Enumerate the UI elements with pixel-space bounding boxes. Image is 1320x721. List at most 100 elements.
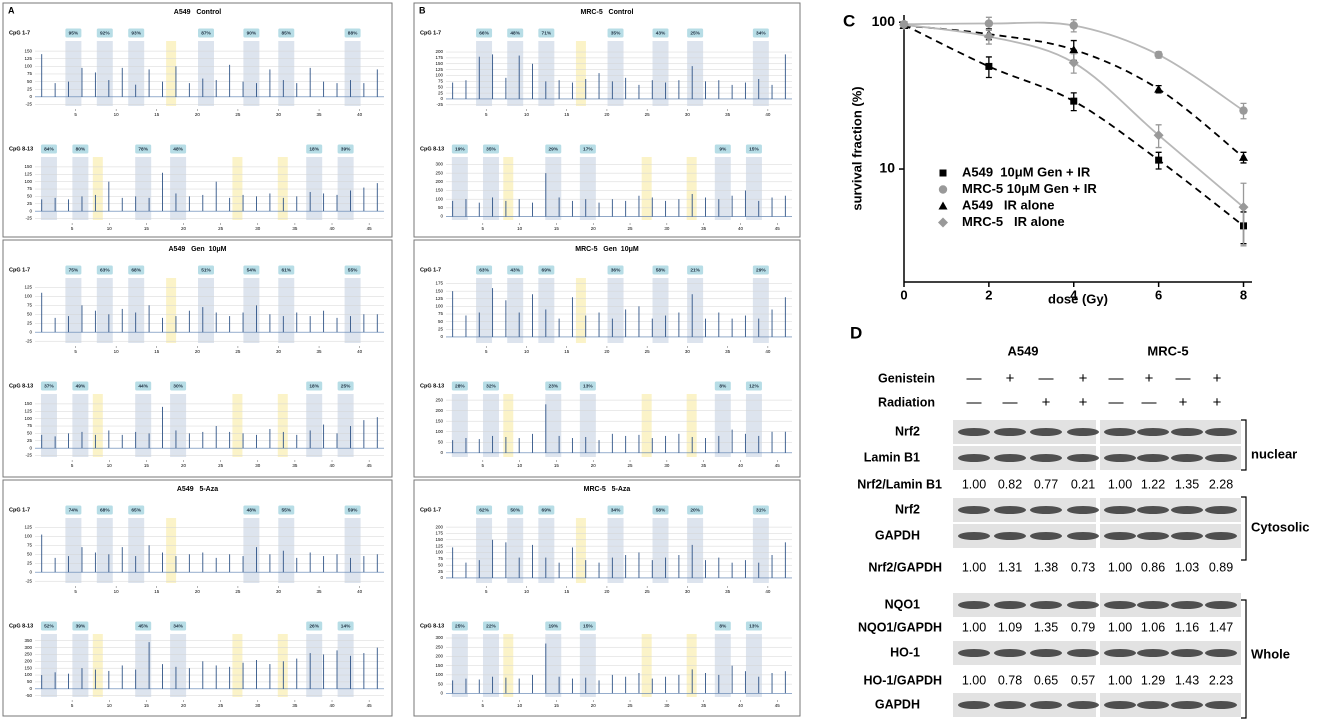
control-column xyxy=(277,157,288,220)
control-column xyxy=(232,157,243,220)
x-tick-label: 45 xyxy=(367,703,373,708)
percent-box xyxy=(652,265,669,275)
blot-band xyxy=(1205,701,1237,709)
blot-band xyxy=(994,532,1026,540)
percent-label: 32% xyxy=(486,383,496,389)
percent-label: 14% xyxy=(341,623,351,629)
x-tick-label: 45 xyxy=(367,463,373,468)
ratio-value: 0.82 xyxy=(998,477,1022,491)
y-tick-label: 0 xyxy=(440,334,443,339)
x-tick-label: 45 xyxy=(775,463,781,468)
percent-label: 48% xyxy=(173,146,183,152)
x-tick-label: 10 xyxy=(517,226,523,231)
percent-label: 51% xyxy=(201,267,211,273)
percent-label: 43% xyxy=(510,267,520,273)
cpg-column xyxy=(482,157,499,220)
cpg-column xyxy=(752,518,769,583)
y-tick-label: 150 xyxy=(24,665,32,670)
percent-label: 43% xyxy=(656,30,666,36)
x-tick-label: 5 xyxy=(74,349,77,354)
x-tick-label: 30 xyxy=(664,226,670,231)
y-tick-label: -25 xyxy=(436,102,443,107)
x-tick-label: 10 xyxy=(114,349,120,354)
ratio-label: NQO1/GAPDH xyxy=(858,620,942,634)
percent-label: 31% xyxy=(756,507,766,513)
cpg-column xyxy=(198,41,215,106)
y-tick-label: 300 xyxy=(435,162,443,167)
x-tick-label: 40 xyxy=(738,703,744,708)
y-tick-label: 125 xyxy=(24,56,32,61)
group-bracket xyxy=(1241,599,1247,719)
cpg-column xyxy=(538,41,555,106)
block-title: A549 Gen 10μM xyxy=(169,246,227,253)
treatment-label: Radiation xyxy=(878,395,935,409)
percent-box xyxy=(687,28,704,38)
marker xyxy=(985,62,993,70)
percent-box xyxy=(278,505,295,515)
blot-band xyxy=(1030,532,1062,540)
x-tick-label: 20 xyxy=(195,112,201,117)
y-tick-label: 50 xyxy=(438,439,444,444)
x-tick-label: 0 xyxy=(900,287,907,302)
panel-box xyxy=(2,479,393,717)
x-tick-label: 25 xyxy=(235,112,241,117)
percent-box xyxy=(344,28,361,38)
x-tick-label: 10 xyxy=(107,703,113,708)
ratio-value: 1.00 xyxy=(1108,477,1132,491)
percent-box xyxy=(243,265,260,275)
percent-label: 61% xyxy=(281,267,291,273)
percent-box xyxy=(344,265,361,275)
y-tick-label: 250 xyxy=(435,644,443,649)
percent-label: 45% xyxy=(138,623,148,629)
y-tick-label: 250 xyxy=(24,652,32,657)
x-tick-label: 15 xyxy=(564,349,570,354)
blot-band xyxy=(1205,428,1237,436)
control-column xyxy=(641,394,652,457)
percent-box xyxy=(538,28,555,38)
x-tick-label: 5 xyxy=(482,703,485,708)
y-tick-label: 100 xyxy=(24,179,32,184)
marker xyxy=(938,201,948,210)
legend-label: MRC-5 10μM Gen + IR xyxy=(962,181,1097,196)
x-tick-label: 30 xyxy=(276,349,282,354)
marker xyxy=(983,31,994,42)
pyrogram-label: CpG 1-7 xyxy=(9,30,30,36)
x-tick-label: 40 xyxy=(357,589,363,594)
x-tick-label: 35 xyxy=(317,112,323,117)
x-tick-label: 10 xyxy=(524,349,530,354)
cpg-column xyxy=(337,394,354,457)
y-tick-label: 0 xyxy=(440,691,443,696)
treatment-sign: + xyxy=(1079,394,1088,411)
percent-box xyxy=(538,505,555,515)
blot-band xyxy=(1137,701,1169,709)
blot-band xyxy=(1171,506,1203,514)
pyrogram-label: CpG 1-7 xyxy=(420,267,441,273)
cpg-column xyxy=(451,394,468,457)
cpg-column xyxy=(538,518,555,583)
cpg-column xyxy=(714,394,731,457)
block-title: MRC-5 Gen 10μM xyxy=(575,246,639,253)
y-tick-label: 125 xyxy=(24,171,32,176)
cpg-column xyxy=(65,41,82,106)
percent-label: 39% xyxy=(76,623,86,629)
x-tick-label: 40 xyxy=(765,112,771,117)
ratio-value: 0.89 xyxy=(1209,560,1233,574)
percent-label: 66% xyxy=(479,30,489,36)
blot-band xyxy=(1104,649,1136,657)
percent-box xyxy=(72,144,89,154)
blot-band xyxy=(958,701,990,709)
group-bracket xyxy=(1241,496,1247,561)
blot-band xyxy=(1067,701,1099,709)
cpg-column xyxy=(128,41,145,106)
x-tick-label: 15 xyxy=(554,703,560,708)
marker xyxy=(1238,202,1249,213)
percent-label: 18% xyxy=(309,146,319,152)
y-tick-label: 150 xyxy=(435,288,443,293)
percent-box xyxy=(579,621,596,631)
marker xyxy=(899,19,909,30)
x-tick-label: 30 xyxy=(276,589,282,594)
percent-label: 19% xyxy=(548,623,558,629)
y-tick-label: -50 xyxy=(25,693,32,698)
cpg-column xyxy=(198,278,215,343)
